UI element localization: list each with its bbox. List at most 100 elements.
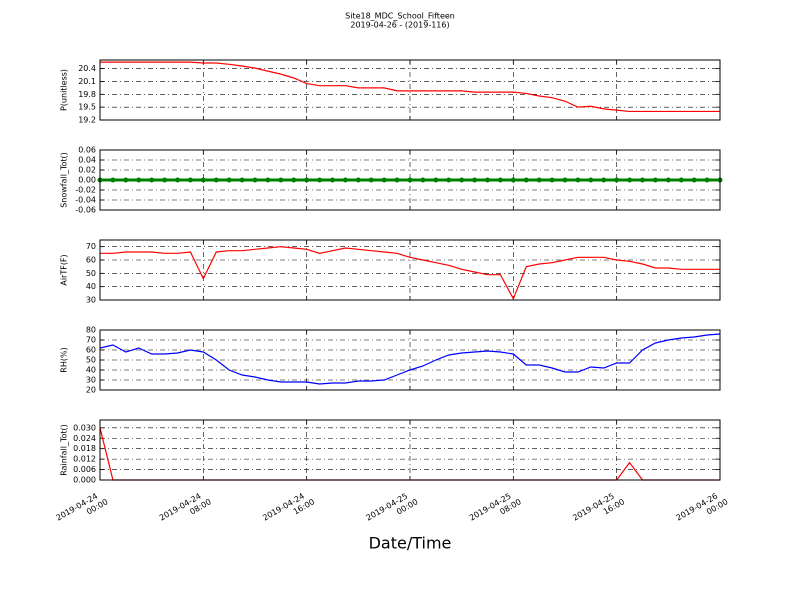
y-tick-label: 20: [86, 386, 96, 395]
data-point: [368, 177, 374, 183]
y-tick-label: 60: [86, 256, 96, 265]
x-tick-label: 2019-04-2408:00: [158, 488, 213, 531]
data-point: [433, 177, 439, 183]
data-point: [523, 177, 529, 183]
y-tick-label: 70: [86, 336, 96, 345]
data-point: [497, 177, 503, 183]
data-line: [100, 246, 720, 301]
data-point: [407, 177, 413, 183]
x-tick-label: 2019-04-2416:00: [261, 488, 316, 531]
y-tick-label: 60: [86, 346, 96, 355]
data-point: [239, 177, 245, 183]
data-point: [226, 177, 232, 183]
data-point: [278, 177, 284, 183]
data-point: [588, 177, 594, 183]
y-axis-label: P(unitless): [60, 69, 69, 111]
y-axis-label: Rainfall_Tot(): [60, 424, 69, 476]
plot-frame: [99, 149, 721, 211]
y-tick-label: -0.06: [75, 206, 96, 215]
y-tick-label: 0.04: [78, 156, 96, 165]
plot-frame: [99, 239, 721, 301]
y-tick-label: 0.000: [73, 476, 96, 485]
data-point: [330, 177, 335, 183]
data-point: [317, 177, 323, 183]
y-tick-label: 70: [86, 242, 96, 251]
y-tick-label: 50: [86, 269, 96, 278]
y-tick-label: 40: [86, 282, 96, 291]
data-point: [187, 177, 193, 183]
y-tick-label: 0.018: [73, 444, 96, 453]
data-point: [136, 177, 142, 183]
data-point: [355, 177, 361, 183]
data-line: [100, 61, 720, 113]
x-tick-label: 2019-04-2400:00: [54, 488, 109, 531]
data-point: [614, 177, 620, 183]
y-tick-label: -0.04: [75, 196, 96, 205]
data-point: [691, 177, 697, 183]
y-tick-label: 30: [86, 296, 96, 305]
y-tick-label: 20.4: [78, 64, 96, 73]
data-point: [575, 177, 581, 183]
y-axis-label: AirTF(F): [60, 254, 69, 285]
data-point: [394, 177, 400, 183]
chart-subtitle: 2019-04-26 - (2019-116): [350, 21, 449, 30]
y-tick-label: 19.8: [78, 90, 96, 99]
data-point: [213, 177, 219, 183]
x-tick-label: 2019-04-2508:00: [468, 488, 523, 531]
chart-title: Site18_MDC_School_Fifteen: [345, 12, 455, 21]
data-point: [472, 177, 478, 183]
y-tick-label: 30: [86, 376, 96, 385]
data-point: [252, 177, 258, 183]
data-point: [420, 177, 426, 183]
data-point: [446, 177, 452, 183]
y-tick-label: 0.006: [73, 465, 96, 474]
y-tick-label: 0.030: [73, 423, 96, 432]
y-tick-label: 0.012: [73, 455, 96, 464]
y-tick-label: 19.2: [78, 116, 96, 125]
y-tick-label: 19.5: [78, 103, 96, 112]
y-axis-label: RH(%): [60, 347, 69, 372]
data-point: [678, 177, 684, 183]
plot-frame: [99, 419, 721, 481]
data-point: [652, 177, 658, 183]
y-tick-label: 40: [86, 366, 96, 375]
y-tick-label: -0.02: [75, 186, 96, 195]
y-tick-label: 0.02: [78, 166, 96, 175]
data-point: [381, 177, 387, 183]
x-axis-label: Date/Time: [369, 534, 452, 553]
y-tick-label: 80: [86, 326, 96, 335]
data-point: [342, 177, 348, 183]
data-point: [304, 177, 310, 183]
data-point: [601, 177, 607, 183]
x-tick-label: 2019-04-2500:00: [364, 488, 419, 531]
data-point: [110, 177, 116, 183]
data-point: [162, 177, 168, 183]
data-point: [627, 177, 633, 183]
data-point: [562, 177, 568, 183]
plot-frame: [99, 59, 721, 121]
data-point: [536, 177, 542, 183]
data-point: [175, 177, 180, 183]
data-point: [200, 177, 206, 183]
data-point: [510, 177, 516, 183]
x-tick-label: 2019-04-2600:00: [674, 488, 729, 531]
y-tick-label: 50: [86, 356, 96, 365]
y-tick-label: 20.1: [78, 77, 96, 86]
data-point: [640, 177, 645, 183]
plot-frame: [99, 329, 721, 391]
data-point: [549, 177, 555, 183]
data-line: [99, 333, 721, 385]
data-point: [485, 177, 490, 183]
data-point: [704, 177, 710, 183]
y-tick-label: 0.00: [78, 176, 96, 185]
data-point: [459, 177, 465, 183]
data-point: [291, 177, 297, 183]
data-point: [123, 177, 129, 183]
y-axis-label: Snowfall_Tot(): [60, 152, 69, 208]
data-point: [265, 177, 271, 183]
x-tick-label: 2019-04-2516:00: [571, 488, 626, 531]
data-point: [665, 177, 671, 183]
y-tick-label: 0.06: [78, 146, 96, 155]
data-point: [149, 177, 155, 183]
